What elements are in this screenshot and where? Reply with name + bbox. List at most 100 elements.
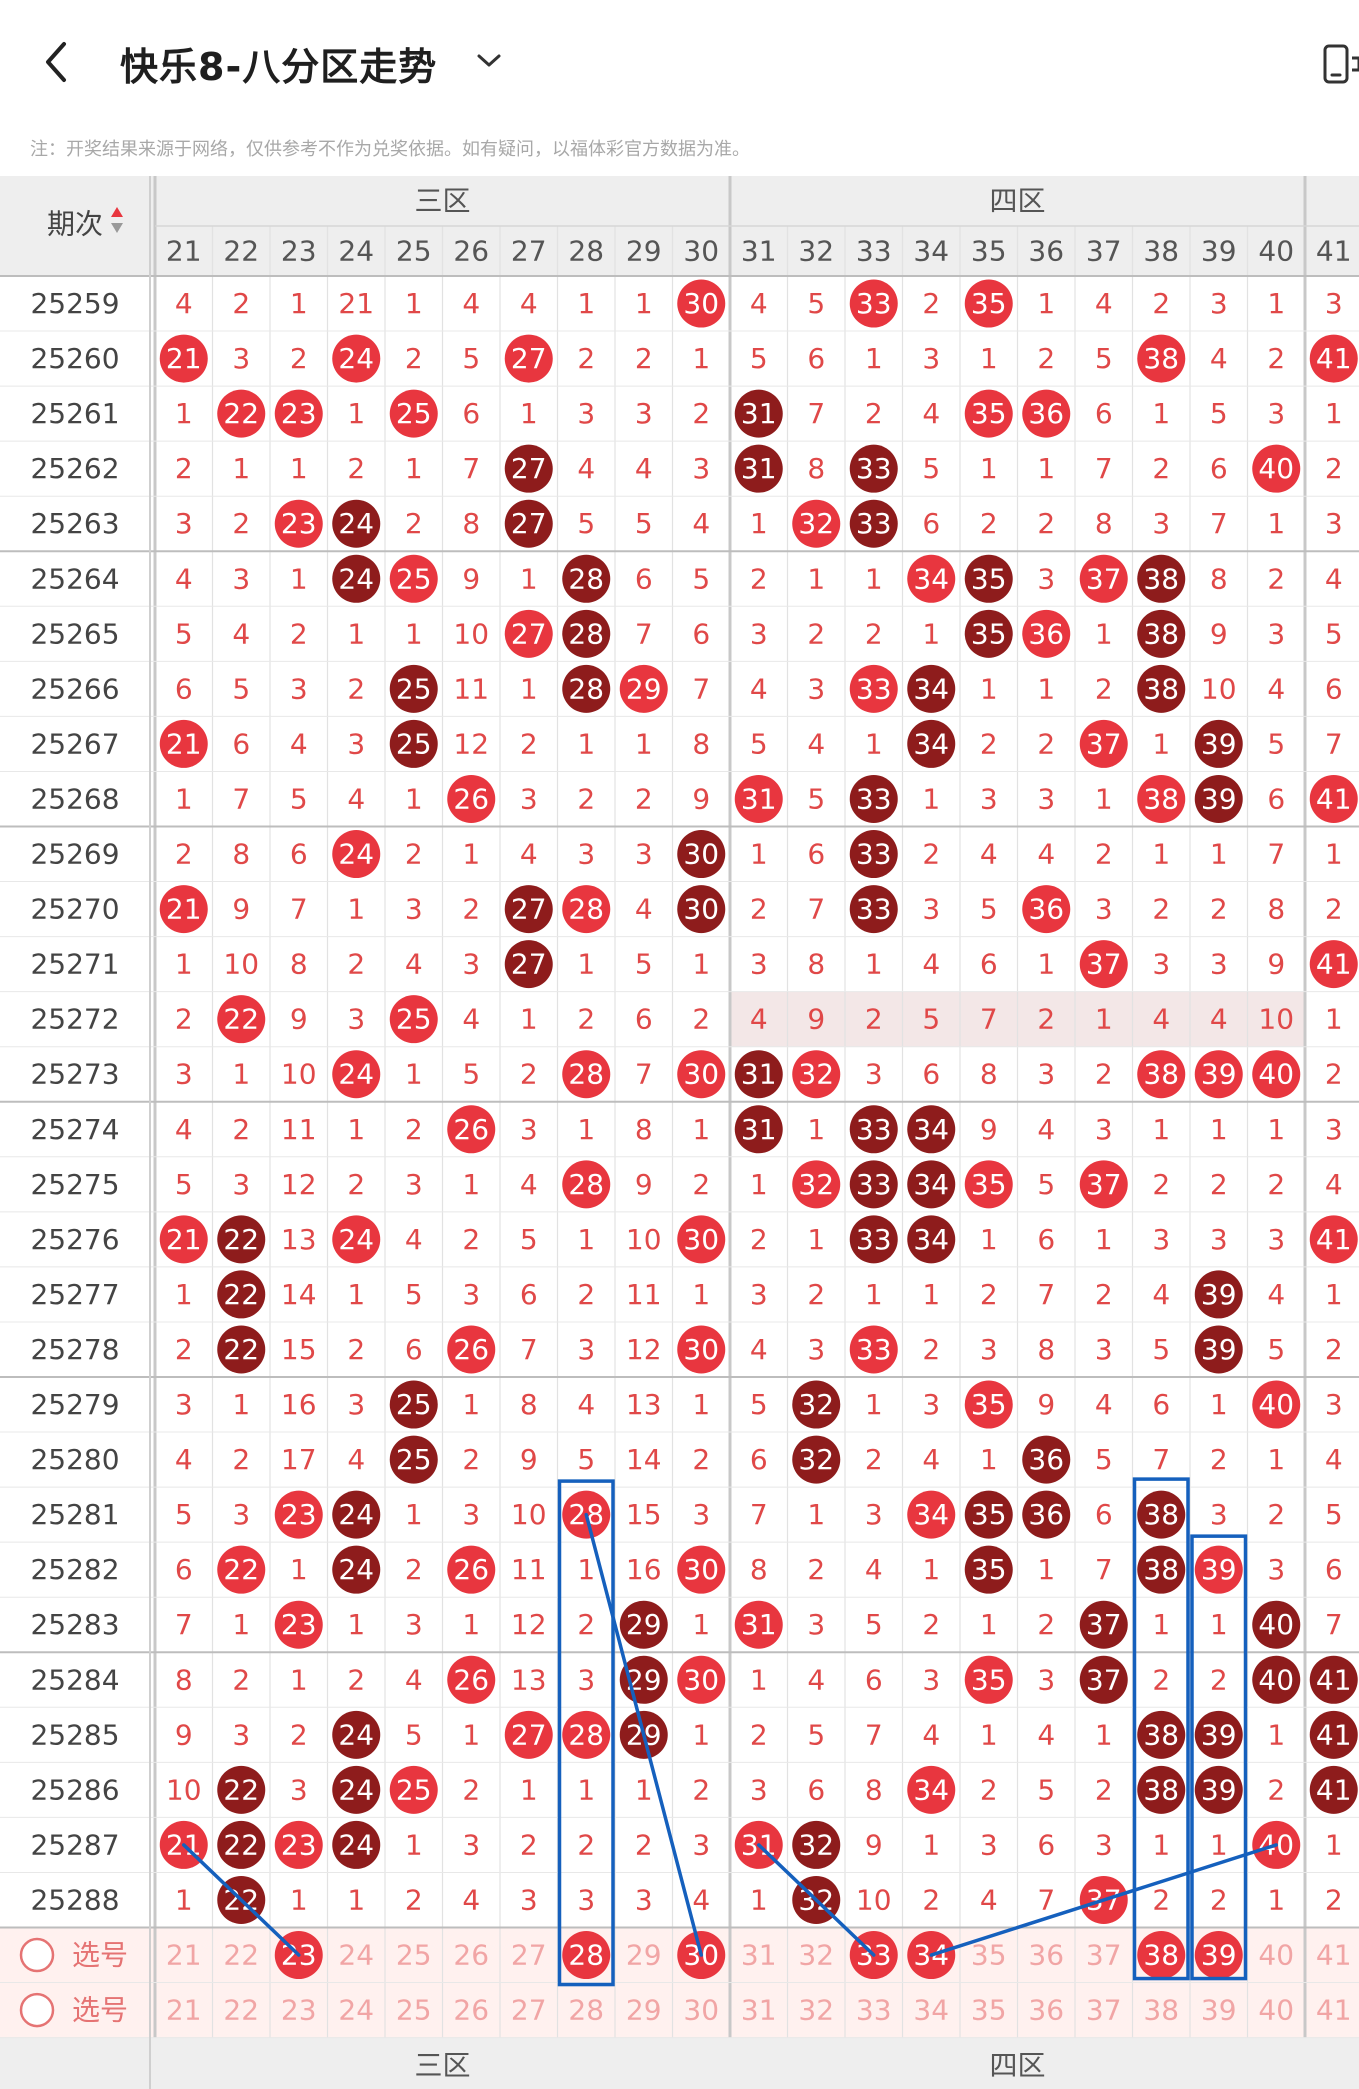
miss-count: 4	[175, 1443, 193, 1476]
miss-count: 5	[175, 617, 193, 650]
miss-count: 1	[1267, 507, 1285, 540]
pick-radio[interactable]	[19, 1992, 55, 2028]
pick-number[interactable]: 41	[1316, 1939, 1352, 1972]
hit-ball	[1309, 1765, 1358, 1814]
picked-number[interactable]: 28	[568, 1939, 604, 1972]
pick-number[interactable]: 29	[626, 1994, 662, 2027]
pick-number[interactable]: 40	[1258, 1994, 1294, 2027]
page-title[interactable]: 快乐8-八分区走势	[120, 45, 438, 89]
miss-count: 2	[290, 617, 308, 650]
picked-ball[interactable]	[1137, 1931, 1186, 1980]
column-header: 35	[971, 235, 1007, 268]
hit-ball	[332, 334, 381, 383]
miss-count: 4	[922, 397, 940, 430]
pick-number[interactable]: 27	[511, 1939, 547, 1972]
pick-number[interactable]: 35	[971, 1939, 1007, 1972]
back-button[interactable]	[40, 38, 74, 86]
pick-number[interactable]: 41	[1316, 1994, 1352, 2027]
period-label: 25263	[30, 507, 119, 540]
hit-ball	[849, 444, 898, 493]
miss-count: 7	[1095, 1553, 1113, 1586]
pick-number[interactable]: 25	[396, 1939, 432, 1972]
miss-count: 1	[1152, 1828, 1170, 1861]
hit-number: 21	[166, 727, 202, 760]
rotate-screen-button[interactable]	[1322, 42, 1359, 86]
sort-up-icon[interactable]	[111, 207, 123, 217]
pick-number[interactable]: 29	[626, 1939, 662, 1972]
pick-number[interactable]: 26	[453, 1994, 489, 2027]
pick-number[interactable]: 30	[683, 1994, 719, 2027]
hit-ball	[447, 1545, 496, 1594]
pick-number[interactable]: 33	[856, 1994, 892, 2027]
miss-count: 3	[807, 1333, 825, 1366]
miss-count: 5	[1037, 1168, 1055, 1201]
miss-count: 3	[692, 1828, 710, 1861]
pick-number[interactable]: 34	[913, 1994, 949, 2027]
miss-count: 13	[626, 1388, 662, 1421]
picked-number[interactable]: 38	[1143, 1939, 1179, 1972]
pick-number[interactable]: 37	[1086, 1994, 1122, 2027]
pick-number[interactable]: 26	[453, 1939, 489, 1972]
picked-ball[interactable]	[562, 1931, 611, 1980]
miss-count: 4	[807, 1663, 825, 1696]
pick-number[interactable]: 31	[741, 1994, 777, 2027]
pick-number[interactable]: 22	[223, 1994, 259, 2027]
pick-number[interactable]: 24	[338, 1994, 374, 2027]
pick-number[interactable]: 40	[1258, 1939, 1294, 1972]
pick-number[interactable]: 25	[396, 1994, 432, 2027]
miss-count: 1	[865, 342, 883, 375]
pick-number[interactable]: 36	[1028, 1994, 1064, 2027]
miss-count: 9	[520, 1443, 538, 1476]
picked-number[interactable]: 39	[1201, 1939, 1237, 1972]
miss-count: 3	[462, 1278, 480, 1311]
pick-number[interactable]: 21	[166, 1939, 202, 1972]
column-header: 37	[1086, 235, 1122, 268]
miss-count: 2	[1325, 1333, 1343, 1366]
pick-number[interactable]: 36	[1028, 1939, 1064, 1972]
miss-count: 16	[281, 1388, 317, 1421]
pick-number[interactable]: 23	[281, 1994, 317, 2027]
pick-number[interactable]: 37	[1086, 1939, 1122, 1972]
pick-radio[interactable]	[19, 1937, 55, 1973]
hit-number: 24	[338, 1498, 374, 1531]
hit-ball	[619, 664, 668, 713]
hit-ball	[907, 664, 956, 713]
pick-label[interactable]: 选号	[72, 1939, 128, 1972]
title-dropdown[interactable]	[476, 48, 502, 72]
pick-number[interactable]: 32	[798, 1939, 834, 1972]
hit-number: 23	[281, 1498, 317, 1531]
pick-number[interactable]: 24	[338, 1939, 374, 1972]
pick-label[interactable]: 选号	[72, 1994, 128, 2027]
pick-number[interactable]: 27	[511, 1994, 547, 2027]
hit-number: 30	[683, 1223, 719, 1256]
miss-count: 2	[1267, 562, 1285, 595]
hit-number: 33	[856, 1113, 892, 1146]
miss-count: 4	[750, 1333, 768, 1366]
picked-ball[interactable]	[1194, 1931, 1243, 1980]
pick-number[interactable]: 31	[741, 1939, 777, 1972]
hit-number: 35	[971, 1553, 1007, 1586]
miss-count: 9	[807, 1003, 825, 1036]
miss-count: 1	[692, 948, 710, 981]
pick-number[interactable]: 22	[223, 1939, 259, 1972]
period-header[interactable]: 期次	[47, 208, 103, 241]
pick-number[interactable]: 38	[1143, 1994, 1179, 2027]
pick-number[interactable]: 32	[798, 1994, 834, 2027]
miss-count: 2	[1267, 342, 1285, 375]
hit-ball	[1194, 719, 1243, 768]
miss-count: 4	[750, 287, 768, 320]
miss-count: 1	[232, 1608, 250, 1641]
miss-count: 2	[692, 1443, 710, 1476]
miss-count: 2	[980, 507, 998, 540]
hit-ball	[217, 1215, 266, 1264]
hit-ball	[849, 830, 898, 879]
pick-number[interactable]: 39	[1201, 1994, 1237, 2027]
pick-number[interactable]: 35	[971, 1994, 1007, 2027]
miss-count: 1	[807, 1113, 825, 1146]
miss-count: 6	[807, 838, 825, 871]
miss-count: 3	[1152, 507, 1170, 540]
pick-number[interactable]: 28	[568, 1994, 604, 2027]
miss-count: 6	[520, 1278, 538, 1311]
pick-number[interactable]: 21	[166, 1994, 202, 2027]
miss-count: 2	[1325, 1058, 1343, 1091]
